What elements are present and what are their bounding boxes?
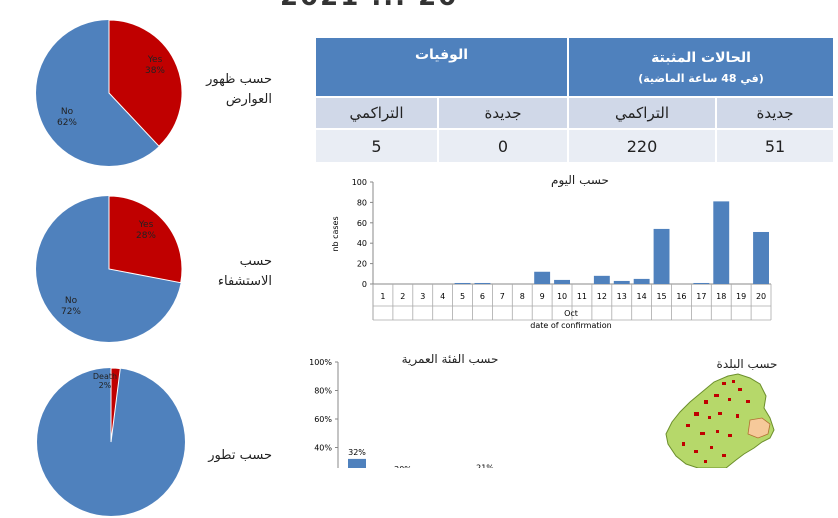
daily-x-tick-label: 5 <box>460 292 465 301</box>
daily-x-tick-label: 15 <box>656 292 666 301</box>
daily-y-tick-label: 60 <box>357 219 367 228</box>
daily-bar <box>633 278 650 284</box>
daily-x-tick-label: 7 <box>500 292 505 301</box>
daily-x-tick-label: 17 <box>696 292 706 301</box>
page-title-fragment: 2021 ... 20 <box>280 0 580 8</box>
daily-x-tick-label: 8 <box>520 292 525 301</box>
daily-x-tick-label: 14 <box>637 292 647 301</box>
confirmed-cumulative-value: 220 <box>567 128 717 164</box>
age-y-tick-label: 40% <box>314 444 332 453</box>
age-bar-value-label: 20% <box>394 465 412 468</box>
age-chart-title: حسب الفئة العمرية <box>401 352 499 366</box>
daily-y-tick-label: 0 <box>362 280 367 289</box>
age-y-tick-label: 60% <box>314 415 332 424</box>
daily-x-tick-label: 20 <box>756 292 766 301</box>
daily-y-axis-label: nb cases <box>331 216 340 251</box>
age-bar-value-label: 32% <box>348 448 366 457</box>
daily-x-tick-label: 4 <box>440 292 445 301</box>
pie-slice-yes <box>108 195 183 284</box>
daily-x-axis-label: date of confirmation <box>530 321 611 330</box>
daily-bar <box>554 279 570 284</box>
daily-bar <box>753 231 769 284</box>
hospitalization-pie-chart <box>36 195 183 342</box>
daily-chart-title: حسب اليوم <box>551 173 609 187</box>
age-y-tick-label: 80% <box>314 387 332 396</box>
deaths-header: الوفيات <box>314 36 569 98</box>
daily-x-tick-label: 13 <box>617 292 627 301</box>
map-region-highlight <box>747 417 771 439</box>
age-y-tick-label: 100% <box>309 358 332 367</box>
stats-table: الحالات المثبتة (في 48 ساعة الماضية) الو… <box>314 36 835 164</box>
pie-slice-yes <box>108 19 183 147</box>
daily-bar <box>454 282 471 284</box>
pie-label-no: No 72% <box>60 296 81 317</box>
deaths-new-value: 0 <box>437 128 569 164</box>
symptoms-pie-chart <box>36 19 183 166</box>
outcome-side-label: حسب تطور <box>208 448 272 463</box>
daily-x-tick-label: 19 <box>736 292 746 301</box>
age-bar-value-label: 21% <box>476 464 494 468</box>
symptoms-side-label: حسب ظهور العوارض <box>206 72 272 107</box>
pie-label-yes: Yes 38% <box>144 55 165 76</box>
age-bar-chart: 20%40%60%80%100% 32%20%21% <box>309 358 494 468</box>
deaths-cumulative-value: 5 <box>314 128 439 164</box>
daily-y-tick-label: 40 <box>357 239 367 248</box>
daily-x-tick-label: 12 <box>597 292 607 301</box>
daily-bar-chart: 1 2 3 4 5 6 7 8 9 10 11 12 13 14 15 16 17 18 19 20 02040608… <box>331 178 772 330</box>
pie-slice-death <box>110 367 121 443</box>
map-case-markers <box>682 380 750 463</box>
daily-x-tick-label: 6 <box>480 292 485 301</box>
pie-label-death: Death 2% <box>92 372 118 390</box>
daily-y-tick-label: 20 <box>357 260 367 269</box>
daily-x-tick-label: 16 <box>676 292 686 301</box>
confirmed-new-value: 51 <box>715 128 835 164</box>
deaths-cumulative-header: التراكمي <box>314 96 439 130</box>
daily-x-tick-label: 11 <box>577 292 587 301</box>
daily-y-tick-label: 100 <box>352 178 367 187</box>
daily-y-tick-label: 80 <box>357 198 367 207</box>
daily-bar <box>713 201 730 284</box>
daily-bar <box>653 228 670 284</box>
map-country-shape <box>665 373 775 468</box>
daily-bar <box>474 282 491 284</box>
daily-x-tick-label: 1 <box>380 292 385 301</box>
lebanon-map <box>665 373 775 468</box>
deaths-new-header: جديدة <box>437 96 569 130</box>
pie-label-yes: Yes 28% <box>135 220 156 241</box>
age-bar <box>348 458 366 468</box>
daily-bar <box>593 275 610 284</box>
daily-bar <box>534 271 551 284</box>
confirmed-header: الحالات المثبتة (في 48 ساعة الماضية) <box>567 36 835 98</box>
hospitalization-side-label: حسب الاستشفاء <box>217 254 272 289</box>
daily-bar <box>693 282 710 284</box>
daily-x-group-label: Oct <box>564 309 578 318</box>
daily-x-tick-label: 2 <box>400 292 405 301</box>
confirmed-new-header: جديدة <box>715 96 835 130</box>
daily-x-tick-label: 18 <box>716 292 726 301</box>
daily-x-tick-label: 10 <box>557 292 567 301</box>
daily-x-tick-label: 3 <box>420 292 425 301</box>
confirmed-cumulative-header: التراكمي <box>567 96 717 130</box>
daily-bar <box>613 280 630 284</box>
map-title: حسب البلدة <box>716 357 778 371</box>
daily-x-tick-label: 9 <box>540 292 545 301</box>
pie-label-no: No 62% <box>56 107 77 128</box>
